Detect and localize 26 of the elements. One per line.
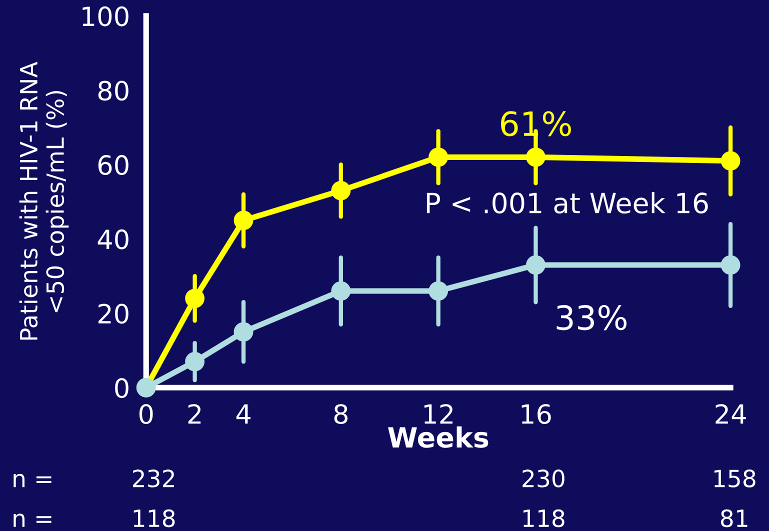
text: 118 <box>134 509 175 528</box>
x-tick-label: 4 <box>236 404 250 424</box>
y-tick-label: 40 <box>98 229 128 250</box>
y-tick-label: 100 <box>82 6 128 26</box>
text: 81 <box>720 509 748 528</box>
annotation: P < .001 at Week 16 <box>426 192 708 214</box>
y-tick-label: 60 <box>98 155 128 176</box>
x-tick-label: 24 <box>716 404 746 424</box>
x-tick-label: 8 <box>334 404 348 424</box>
y-axis-title: Patients with HIV-1 RNA <50 copies/mL (%) <box>19 62 69 340</box>
x-tick-label: 12 <box>424 404 452 424</box>
y-tick-label: 0 <box>115 378 128 398</box>
text: 158 <box>714 470 756 488</box>
text: 118 <box>523 509 564 528</box>
x-tick-label: 16 <box>522 404 551 424</box>
annotation: 33% <box>556 304 626 330</box>
text: 230 <box>522 470 564 488</box>
x-tick-label: 0 <box>139 404 153 424</box>
text: n = <box>14 474 52 488</box>
y-tick-label: 20 <box>98 304 128 324</box>
y-tick-label: 80 <box>98 80 128 101</box>
text: 232 <box>132 470 174 488</box>
text: n = <box>14 514 52 527</box>
x-axis-title: Weeks <box>388 426 488 448</box>
x-tick-label: 2 <box>188 404 201 424</box>
annotation: 61% <box>501 111 571 136</box>
